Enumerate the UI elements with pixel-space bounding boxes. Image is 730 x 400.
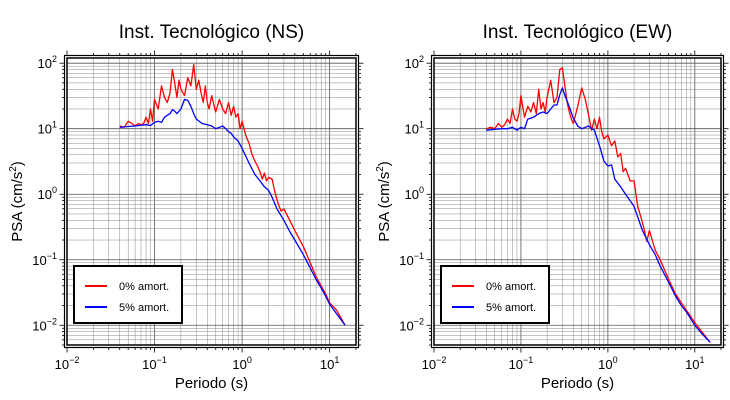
y-tick-label: 102 [405,54,424,71]
series-5pct-line [486,87,711,343]
grid [433,58,722,346]
y-tick-label: 102 [38,54,57,71]
y-tick-label: 10−1 [32,251,57,268]
y-axis-label: PSA (cm/s2) [375,161,393,242]
x-tick-label: 10−1 [142,355,167,372]
y-axis-label: PSA (cm/s2) [8,161,26,242]
tick-marks [59,50,364,353]
x-tick-label: 10−1 [509,355,534,372]
axes-frame [433,57,722,346]
x-tick-label: 100 [598,355,617,372]
axes-frame [66,57,357,346]
chart-panel-ns: 10−2 10−1 100 101 10−2 10−1 100 101 102 Inst. Tec… [8,22,364,392]
tick-marks [426,50,729,353]
y-tick-label: 10−1 [399,251,424,268]
chart-panel-ew: 10−2 10−1 100 101 10−2 10−1 100 101 102 Inst. Tec… [375,22,729,392]
y-tick-label: 101 [405,120,424,137]
series-0pct-line [486,67,711,343]
legend-box [440,265,550,324]
x-tick-label: 10−2 [55,355,80,372]
y-tick-label: 101 [38,120,57,137]
legend-label: 5% amort. [119,302,169,314]
legend: 0% amort. 5% amort. [73,265,183,324]
legend-label: 5% amort. [486,302,536,314]
x-tick-label: 101 [320,355,339,372]
legend-label: 0% amort. [486,281,536,293]
x-axis-label: Periodo (s) [541,375,614,392]
legend-box [73,265,183,324]
y-tick-label: 100 [38,185,57,202]
x-tick-label: 10−2 [422,355,447,372]
chart-title: Inst. Tecnológico (EW) [483,22,673,43]
series-0pct-line [119,63,346,326]
axes-frame-outer [430,54,725,349]
series-5pct-line [119,98,346,326]
x-axis-label: Periodo (s) [175,375,248,392]
chart-title: Inst. Tecnológico (NS) [119,22,305,43]
legend: 0% amort. 5% amort. [440,265,550,324]
legend-label: 0% amort. [119,281,169,293]
y-tick-label: 10−2 [399,316,424,333]
y-tick-label: 100 [405,185,424,202]
x-tick-label: 101 [685,355,704,372]
y-tick-label: 10−2 [32,316,57,333]
axes-frame-outer [63,54,360,349]
x-tick-label: 100 [232,355,251,372]
